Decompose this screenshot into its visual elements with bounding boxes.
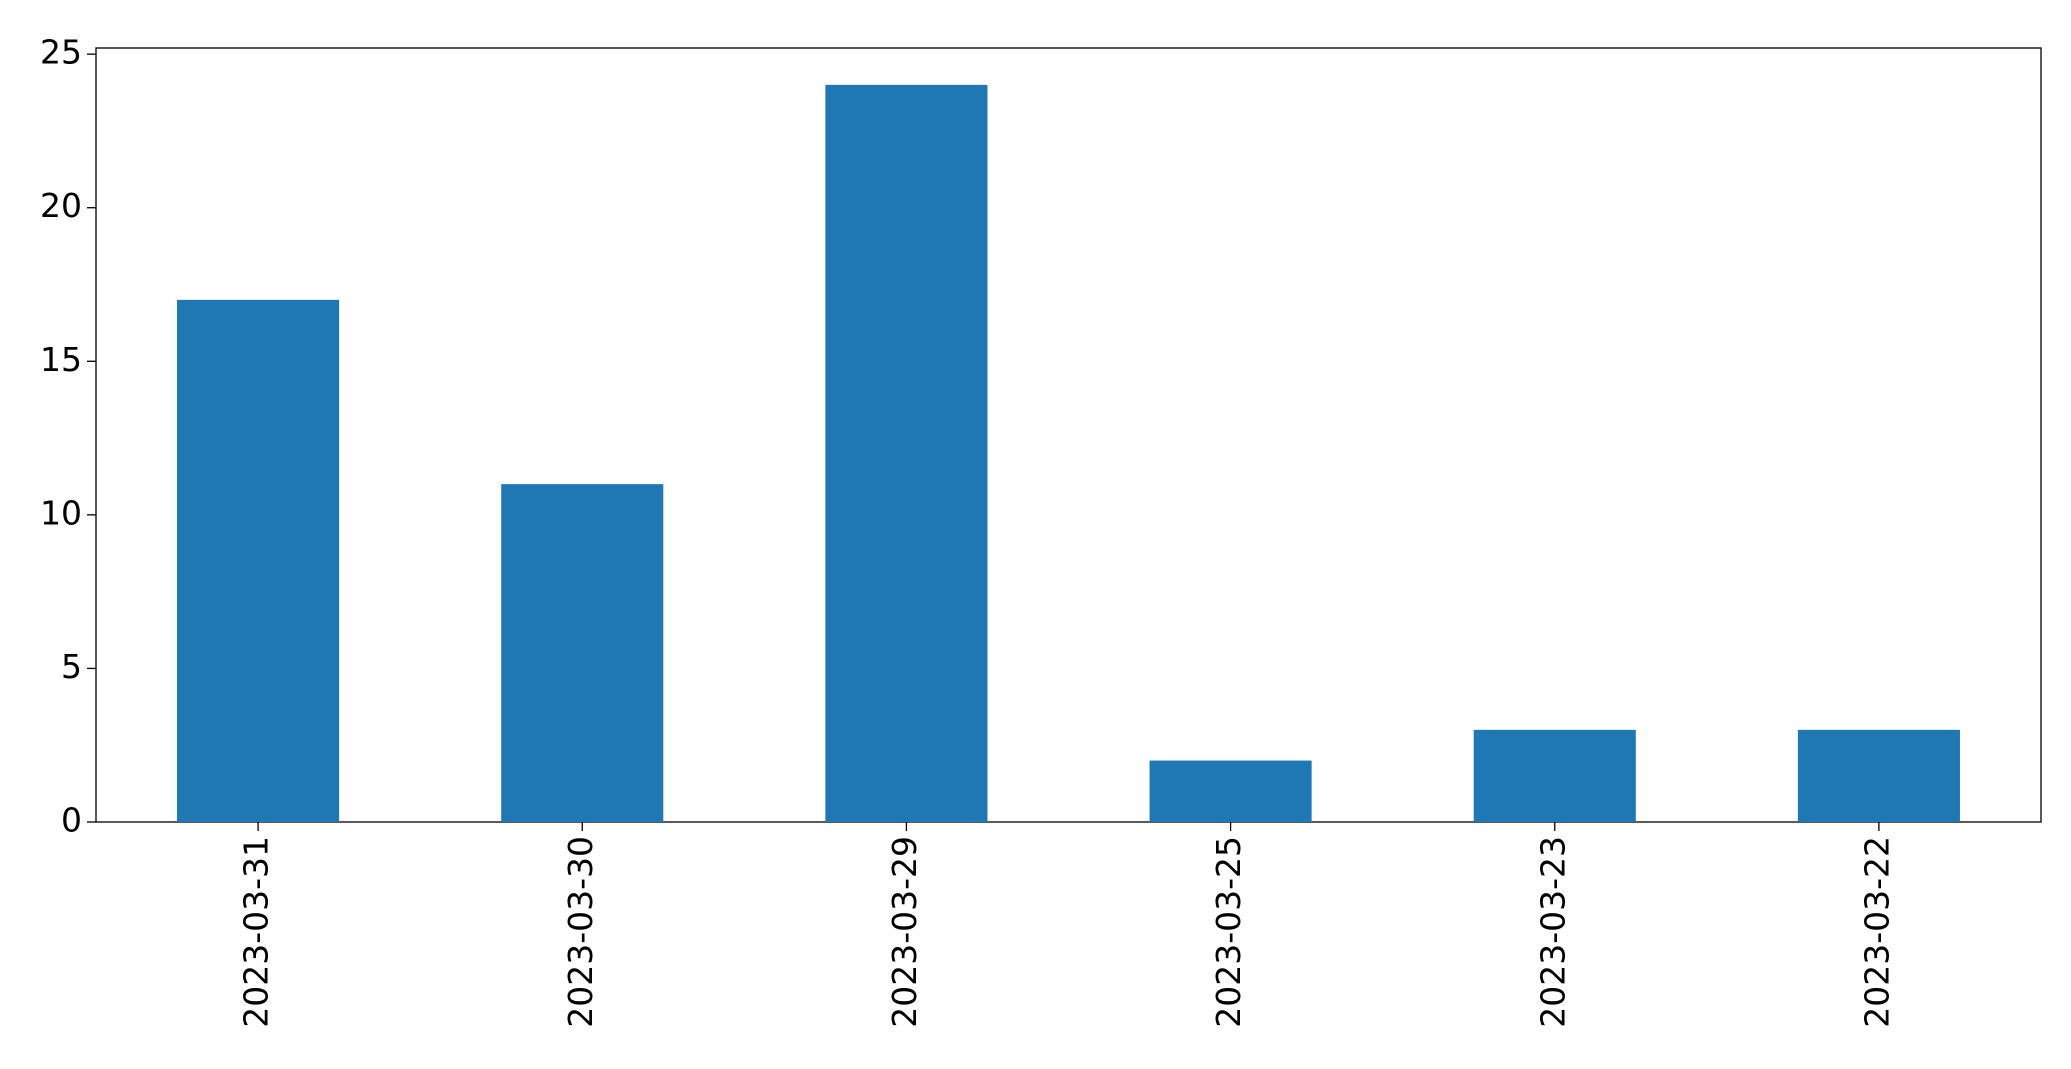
bar (825, 84, 988, 823)
bar (177, 299, 340, 822)
x-tick-label: 2023-03-22 (1857, 836, 1896, 1028)
x-tick-label: 2023-03-31 (237, 836, 276, 1028)
bar (1797, 729, 1960, 822)
y-tick-label: 25 (40, 33, 82, 72)
y-tick-label: 15 (40, 340, 82, 379)
bar (1149, 760, 1312, 822)
x-tick-label: 2023-03-30 (561, 836, 600, 1028)
y-tick-label: 20 (40, 186, 82, 225)
y-tick-label: 10 (40, 493, 82, 532)
x-tick-label: 2023-03-23 (1533, 836, 1572, 1028)
x-tick-label: 2023-03-25 (1209, 836, 1248, 1028)
bar (1473, 729, 1636, 822)
x-tick-label: 2023-03-29 (885, 836, 924, 1028)
plot-frame (95, 47, 2042, 823)
y-tick-label: 5 (61, 647, 82, 686)
bar (501, 484, 664, 822)
y-tick-label: 0 (61, 801, 82, 840)
